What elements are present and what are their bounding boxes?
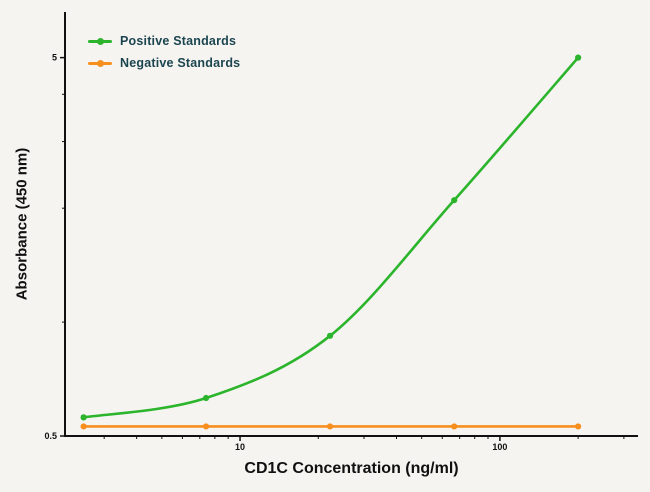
data-point-series-1	[575, 423, 582, 430]
data-point-series-0	[80, 414, 87, 421]
legend-item-positive-standards: Positive Standards	[88, 34, 240, 48]
data-point-series-1	[451, 423, 458, 430]
data-point-series-1	[202, 423, 210, 430]
y-tick-label: 0.5	[44, 431, 57, 441]
data-point-series-1	[80, 423, 87, 430]
positive-series-dot-icon	[97, 37, 104, 45]
legend-label-negative-standards: Negative Standards	[120, 56, 241, 70]
positive-series-marker-icon	[88, 37, 112, 46]
data-point-series-0	[326, 332, 334, 339]
series-line-0	[82, 56, 580, 419]
legend-item-negative-standards: Negative Standards	[88, 56, 240, 70]
data-point-series-0	[202, 394, 210, 402]
negative-series-dot-icon	[97, 59, 104, 67]
negative-series-marker-icon	[88, 59, 112, 68]
data-point-series-1	[326, 423, 334, 430]
x-tick-label: 100	[492, 442, 507, 452]
y-tick-label: 5	[52, 53, 57, 63]
chart-legend: Positive Standards Negative Standards	[88, 34, 240, 70]
y-axis-title: Absorbance (450 nm)	[13, 147, 31, 301]
data-point-series-0	[575, 54, 582, 61]
x-axis-title: CD1C Concentration (ng/ml)	[244, 460, 459, 477]
data-point-series-0	[451, 197, 458, 204]
x-tick-label: 10	[235, 442, 245, 452]
legend-label-positive-standards: Positive Standards	[120, 34, 237, 48]
